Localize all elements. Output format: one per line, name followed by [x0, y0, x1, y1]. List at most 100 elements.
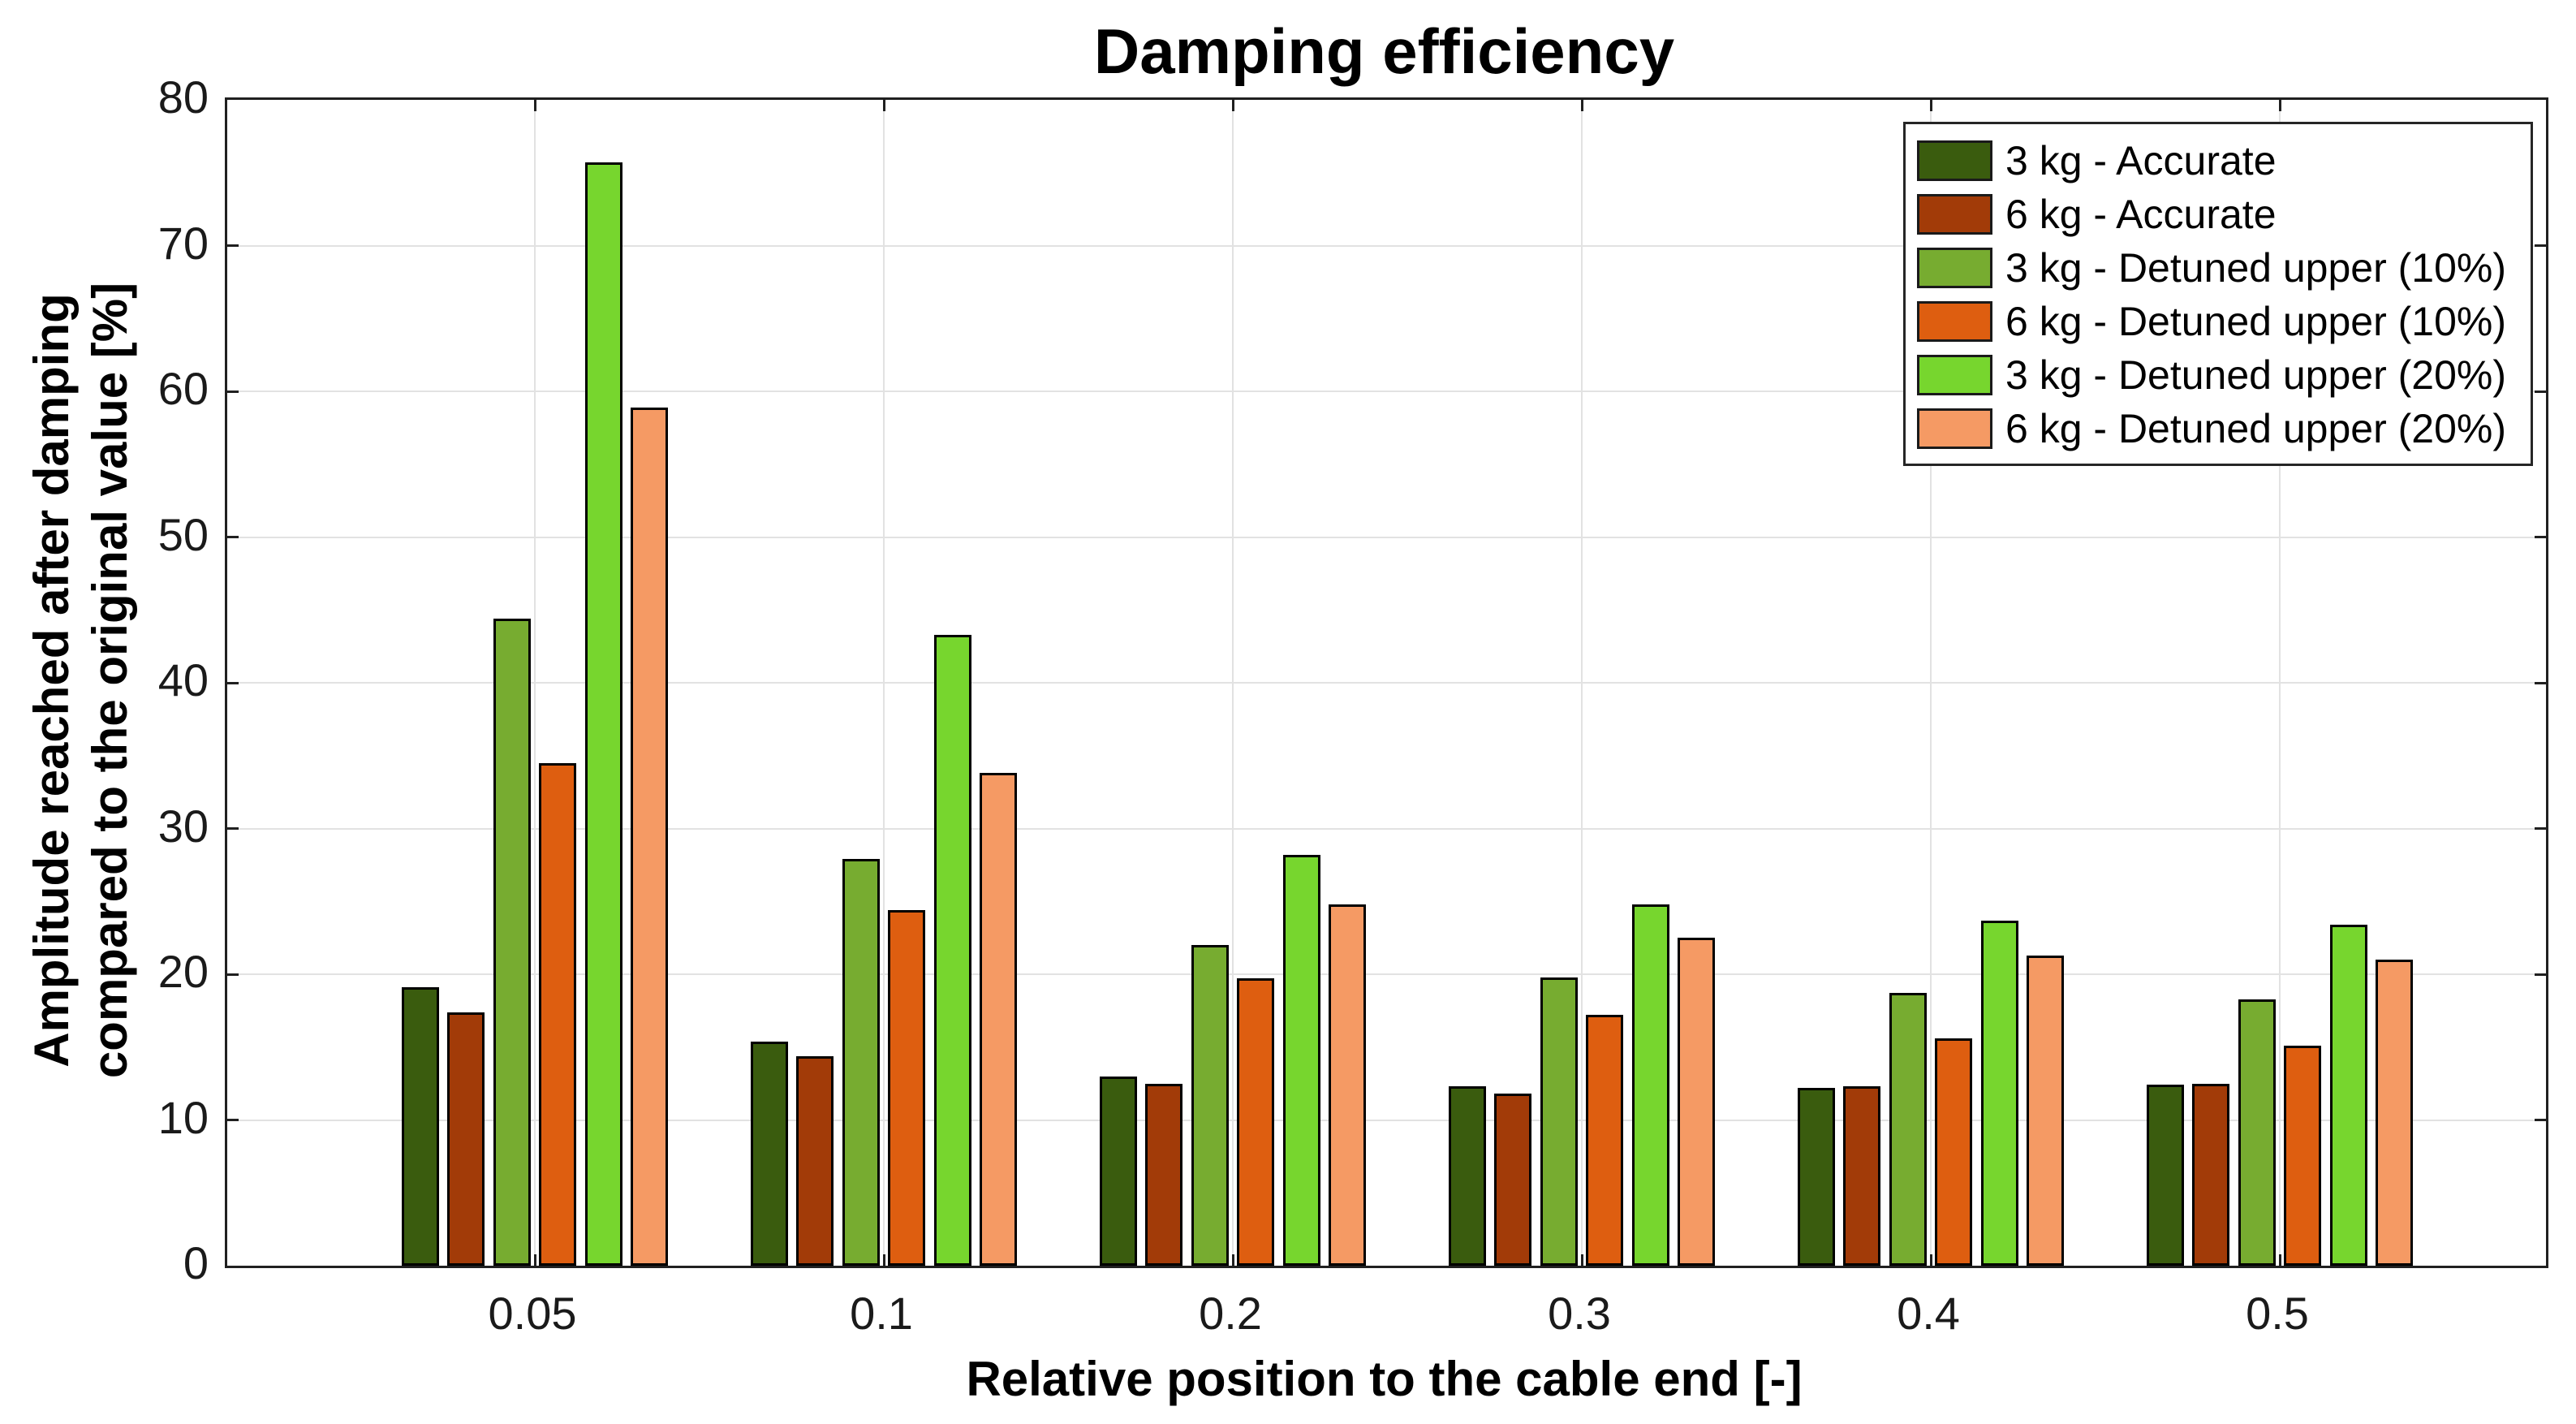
bar-6-kg-detuned-upper-20- [980, 773, 1017, 1266]
x-tick-label: 0.05 [488, 1288, 577, 1339]
y-tick-label: 0 [183, 1237, 209, 1288]
h-gridline [227, 536, 2546, 538]
legend-row: 6 kg - Accurate [1917, 188, 2531, 241]
legend-label: 6 kg - Detuned upper (20%) [2005, 406, 2507, 451]
y-tick-right [2535, 1119, 2546, 1121]
bar-3-kg-accurate [2147, 1085, 2184, 1266]
x-tick-top [2278, 100, 2281, 111]
legend-swatch [1917, 301, 1992, 342]
legend-swatch [1917, 408, 1992, 449]
bar-6-kg-accurate [2192, 1084, 2230, 1266]
y-tick-label: 70 [157, 217, 209, 269]
bar-3-kg-detuned-upper-10- [2238, 999, 2276, 1266]
bar-3-kg-accurate [751, 1042, 788, 1266]
legend-row: 6 kg - Detuned upper (10%) [1917, 295, 2531, 348]
bar-3-kg-detuned-upper-20- [1631, 904, 1669, 1266]
y-tick-right [2535, 244, 2546, 247]
bar-3-kg-accurate [1798, 1088, 1835, 1266]
y-tick-left [227, 244, 239, 247]
y-tick-right [2535, 681, 2546, 684]
y-tick-left [227, 973, 239, 976]
bar-3-kg-detuned-upper-20- [1980, 921, 2018, 1266]
y-tick-right [2535, 390, 2546, 393]
x-axis-label: Relative position to the cable end [-] [966, 1352, 1803, 1406]
h-gridline [227, 1119, 2546, 1121]
h-gridline [227, 682, 2546, 684]
x-tick-top [1231, 100, 1234, 111]
y-tick-left [227, 681, 239, 684]
x-tick-top [1580, 100, 1583, 111]
bar-6-kg-accurate [1145, 1084, 1183, 1266]
bar-3-kg-accurate [1100, 1077, 1137, 1266]
y-tick-label: 30 [157, 800, 209, 852]
bar-3-kg-detuned-upper-10- [1540, 977, 1578, 1266]
legend-row: 3 kg - Detuned upper (20%) [1917, 348, 2531, 402]
legend-label: 3 kg - Detuned upper (10%) [2005, 245, 2507, 291]
v-gridline [883, 100, 885, 1266]
y-tick-label: 40 [157, 654, 209, 706]
chart-title: Damping efficiency [1093, 15, 1675, 87]
bar-3-kg-accurate [1449, 1086, 1486, 1266]
bar-3-kg-detuned-upper-10- [1191, 945, 1229, 1266]
x-tick-top [533, 100, 536, 111]
y-tick-left [227, 1119, 239, 1121]
x-tick-bottom [2278, 1254, 2281, 1266]
bar-3-kg-detuned-upper-10- [1889, 993, 1927, 1266]
x-tick-label: 0.2 [1199, 1288, 1262, 1339]
h-gridline [227, 973, 2546, 975]
bar-6-kg-accurate [796, 1056, 834, 1266]
x-tick-label: 0.3 [1548, 1288, 1611, 1339]
legend-label: 3 kg - Accurate [2005, 138, 2277, 183]
y-tick-label: 80 [157, 71, 209, 123]
legend-swatch [1917, 355, 1992, 395]
h-gridline [227, 391, 2546, 392]
bar-6-kg-detuned-upper-10- [1237, 978, 1275, 1266]
y-tick-left [227, 827, 239, 830]
y-tick-left [227, 390, 239, 393]
legend-label: 3 kg - Detuned upper (20%) [2005, 352, 2507, 398]
bar-3-kg-detuned-upper-20- [584, 162, 622, 1266]
v-gridline [1930, 100, 1932, 1266]
v-gridline [1232, 100, 1234, 1266]
bar-6-kg-detuned-upper-20- [631, 408, 668, 1266]
y-tick-label: 50 [157, 508, 209, 560]
legend-label: 6 kg - Accurate [2005, 192, 2277, 237]
bar-6-kg-detuned-upper-20- [1678, 938, 1715, 1266]
legend-row: 6 kg - Detuned upper (20%) [1917, 402, 2531, 455]
x-tick-bottom [1580, 1254, 1583, 1266]
bar-3-kg-detuned-upper-10- [842, 859, 880, 1266]
bar-6-kg-accurate [1494, 1094, 1532, 1266]
x-tick-bottom [533, 1254, 536, 1266]
bar-3-kg-accurate [402, 987, 439, 1266]
legend-row: 3 kg - Accurate [1917, 134, 2531, 188]
x-tick-top [882, 100, 885, 111]
h-gridline [227, 827, 2546, 830]
v-gridline [1581, 100, 1583, 1266]
bar-3-kg-detuned-upper-20- [2329, 925, 2367, 1266]
legend-label: 6 kg - Detuned upper (10%) [2005, 299, 2507, 344]
v-gridline [2279, 100, 2281, 1266]
bar-6-kg-accurate [1843, 1086, 1881, 1266]
x-tick-label: 0.4 [1897, 1288, 1960, 1339]
y-tick-right [2535, 973, 2546, 976]
bar-6-kg-detuned-upper-10- [539, 763, 577, 1266]
bar-6-kg-detuned-upper-10- [1586, 1015, 1624, 1266]
h-gridline [227, 244, 2546, 247]
x-tick-bottom [1929, 1254, 1932, 1266]
bar-6-kg-detuned-upper-20- [2027, 956, 2064, 1266]
x-tick-label: 0.1 [850, 1288, 913, 1339]
y-tick-label: 20 [157, 946, 209, 997]
x-tick-top [1929, 100, 1932, 111]
y-tick-label: 10 [157, 1091, 209, 1143]
bar-6-kg-detuned-upper-20- [2376, 960, 2413, 1266]
y-tick-left [227, 536, 239, 538]
y-tick-label: 60 [157, 363, 209, 414]
legend-box: 3 kg - Accurate 6 kg - Accurate 3 kg - Det… [1903, 122, 2533, 466]
v-gridline [534, 100, 536, 1266]
y-tick-right [2535, 536, 2546, 538]
bar-6-kg-accurate [447, 1012, 485, 1266]
bar-3-kg-detuned-upper-20- [933, 635, 971, 1266]
legend-swatch [1917, 140, 1992, 181]
bar-6-kg-detuned-upper-20- [1329, 904, 1366, 1266]
